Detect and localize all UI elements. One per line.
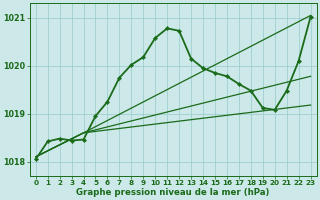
X-axis label: Graphe pression niveau de la mer (hPa): Graphe pression niveau de la mer (hPa) (76, 188, 270, 197)
